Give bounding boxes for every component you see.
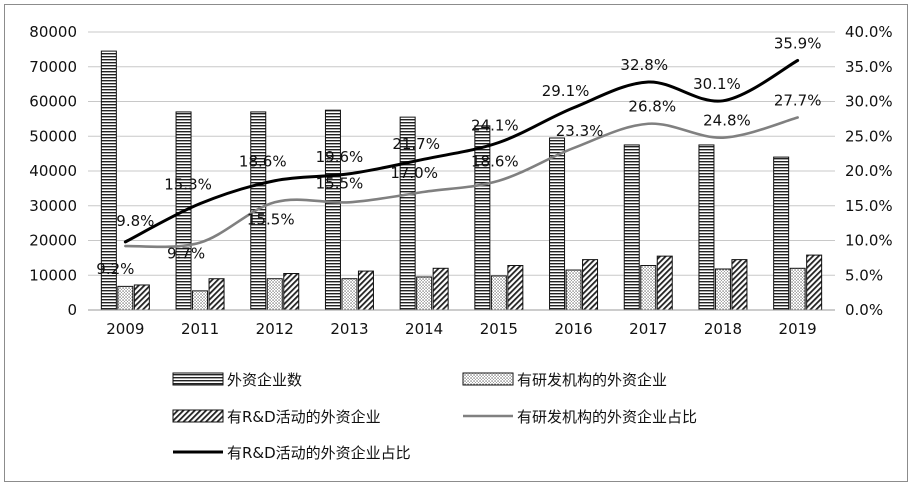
y-left-tick-label: 30000	[29, 197, 77, 215]
x-tick-label: 2015	[480, 320, 518, 338]
lines	[123, 58, 800, 249]
bar	[341, 278, 358, 311]
y-left-tick-label: 60000	[29, 93, 77, 111]
x-tick-label: 2009	[106, 320, 144, 338]
bar	[640, 265, 657, 311]
y-right-tick-label: 35.0%	[845, 58, 893, 76]
y-right-tick-label: 0.0%	[845, 301, 883, 319]
data-label: 15.5%	[316, 174, 364, 192]
axes: 0 10000 20000 30000 40000 50000 60000 70000 8000…	[29, 23, 892, 338]
bar	[324, 109, 341, 311]
legend-label: 有R&D活动的外资企业占比	[227, 444, 411, 462]
data-label: 21.7%	[392, 135, 440, 153]
y-left-tick-label: 10000	[29, 266, 77, 284]
data-label: 9.7%	[167, 245, 205, 263]
legend-label: 有研发机构的外资企业占比	[517, 408, 697, 426]
chart-svg: 0 10000 20000 30000 40000 50000 60000 70000 8000…	[29, 23, 892, 462]
y-right-tick-label: 40.0%	[845, 23, 893, 41]
legend-label: 外资企业数	[227, 371, 302, 389]
data-label: 26.8%	[628, 98, 676, 116]
y-left-tick-label: 70000	[29, 58, 77, 76]
y-left-tick-label: 80000	[29, 23, 77, 41]
data-label: 18.6%	[471, 153, 519, 171]
data-labels: 9.2% 9.7% 15.5% 15.5% 17.0% 18.6% 23.3% 26.8% 24…	[96, 34, 821, 278]
chart-frame: 0 10000 20000 30000 40000 50000 60000 70000 8000…	[4, 4, 908, 482]
x-tick-label: 2011	[181, 320, 219, 338]
data-label: 23.3%	[556, 122, 604, 140]
data-label: 30.1%	[693, 75, 741, 93]
bar	[773, 156, 790, 311]
bar	[283, 273, 300, 311]
data-label: 17.0%	[390, 164, 438, 182]
bar	[565, 269, 582, 311]
x-tick-label: 2013	[330, 320, 368, 338]
data-label: 15.3%	[164, 176, 212, 194]
legend-swatch	[172, 409, 224, 423]
data-label: 24.8%	[703, 112, 751, 130]
bar	[416, 276, 433, 311]
bar	[623, 144, 640, 311]
x-tick-label: 2017	[629, 320, 667, 338]
data-label: 35.9%	[774, 34, 822, 52]
y-left-tick-label: 20000	[29, 232, 77, 250]
data-label: 18.6%	[239, 153, 287, 171]
y-right-tick-label: 20.0%	[845, 162, 893, 180]
bar	[432, 267, 449, 311]
data-label: 27.7%	[774, 91, 822, 109]
series-line	[124, 116, 799, 249]
legend-label: 有研发机构的外资企业	[517, 371, 667, 389]
bar	[806, 254, 823, 311]
series-line	[123, 58, 800, 244]
bar	[731, 259, 748, 311]
legend-swatch	[462, 372, 514, 386]
data-label: 29.1%	[542, 82, 590, 100]
data-label: 9.8%	[116, 212, 154, 230]
bar	[266, 278, 283, 311]
data-label: 24.1%	[471, 117, 519, 135]
bar	[698, 144, 715, 311]
data-label: 15.5%	[247, 210, 295, 228]
y-left-tick-label: 0	[67, 301, 77, 319]
bar	[490, 275, 507, 311]
data-label: 19.6%	[316, 148, 364, 166]
bar	[656, 255, 673, 311]
bar	[789, 267, 806, 311]
bar	[192, 290, 209, 311]
gridlines	[88, 31, 835, 311]
x-tick-label: 2016	[554, 320, 592, 338]
y-right-tick-label: 15.0%	[845, 197, 893, 215]
x-tick-label: 2019	[779, 320, 817, 338]
bar	[357, 270, 374, 311]
x-tick-label: 2018	[704, 320, 742, 338]
y-right-tick-label: 5.0%	[845, 266, 883, 284]
bar	[582, 259, 599, 311]
bar	[133, 284, 150, 311]
bar	[117, 285, 134, 311]
bar	[714, 268, 731, 311]
legend-label: 有R&D活动的外资企业	[227, 408, 381, 426]
y-right-tick-label: 30.0%	[845, 93, 893, 111]
y-right-tick-label: 10.0%	[845, 232, 893, 250]
y-right-tick-label: 25.0%	[845, 127, 893, 145]
bar	[549, 137, 566, 311]
bar	[208, 278, 225, 311]
y-left-tick-label: 40000	[29, 162, 77, 180]
data-label: 32.8%	[620, 56, 668, 74]
x-tick-label: 2014	[405, 320, 443, 338]
legend-swatch	[172, 372, 224, 386]
bar	[507, 265, 524, 311]
y-left-tick-label: 50000	[29, 127, 77, 145]
data-label: 9.2%	[96, 260, 134, 278]
x-tick-label: 2012	[256, 320, 294, 338]
